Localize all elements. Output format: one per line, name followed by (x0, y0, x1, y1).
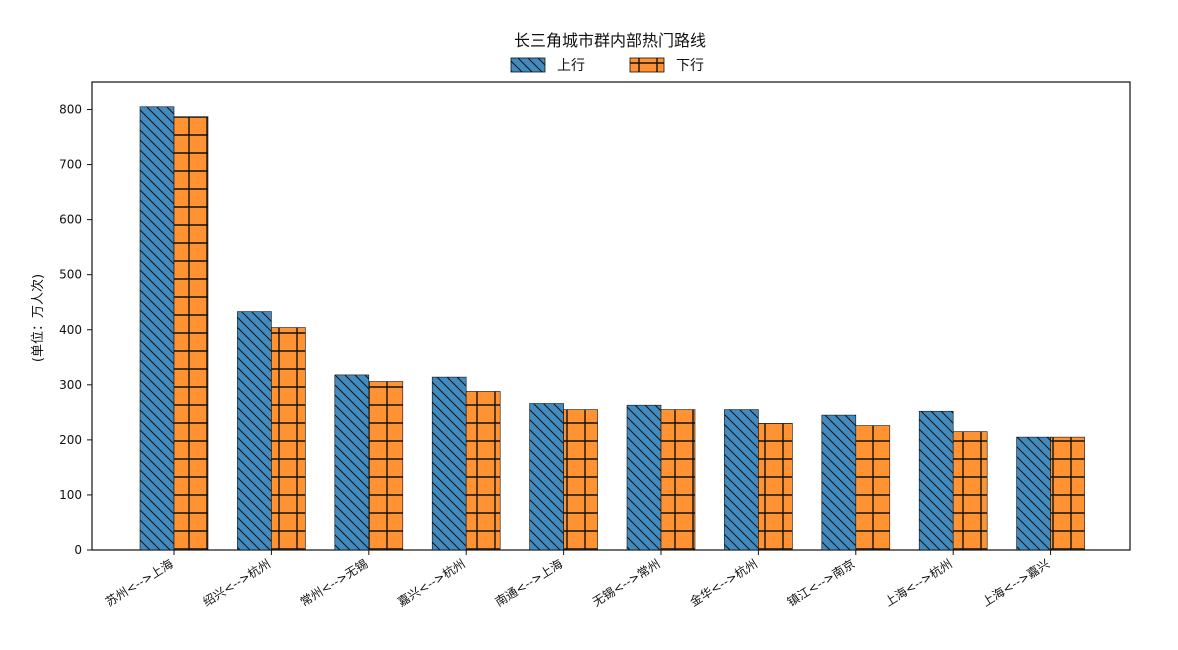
plot-frame (91, 81, 1131, 551)
bar-up (821, 414, 857, 551)
y-tick-label: 200 (59, 433, 82, 447)
chart-title: 长三角城市群内部热门路线 (514, 31, 706, 50)
x-tick-label: 无锡<-->常州 (590, 556, 663, 609)
bar-down (660, 409, 696, 551)
x-tick-label: 金华<-->杭州 (687, 556, 760, 609)
x-axis: 苏州<-->上海 绍兴<-->杭州 常州<-->无锡 嘉兴<-->杭州 南通<-->上海… (103, 550, 1052, 609)
bar-down (952, 431, 988, 551)
legend-label-up: 上行 (557, 58, 585, 74)
x-tick-label: 上海<-->嘉兴 (979, 556, 1052, 609)
x-tick-label: 上海<-->杭州 (882, 556, 955, 609)
bar-down (173, 116, 209, 551)
bar-up (237, 311, 272, 551)
bar-up (626, 404, 662, 551)
bar-up (1016, 436, 1051, 551)
legend-label-down: 下行 (676, 58, 704, 74)
y-tick-label: 400 (59, 323, 82, 337)
legend: 上行 下行 (510, 57, 704, 74)
x-tick-label: 南通<-->上海 (492, 556, 565, 609)
y-tick-label: 0 (74, 543, 82, 557)
legend-swatch-down (629, 57, 665, 73)
x-tick-label: 嘉兴<-->杭州 (395, 556, 468, 609)
bar-up (334, 374, 370, 551)
bar-up (139, 106, 175, 551)
bars-layer (139, 106, 1085, 551)
y-tick-label: 800 (59, 103, 82, 117)
x-tick-label: 镇江<-->南京 (784, 556, 857, 609)
bar-up (529, 403, 564, 551)
bar-down (465, 391, 501, 551)
bar-down (758, 423, 793, 551)
y-tick-label: 500 (59, 268, 82, 282)
bar-up (431, 376, 467, 551)
bar-down (563, 409, 598, 551)
y-tick-label: 100 (59, 488, 82, 502)
y-tick-label: 700 (59, 158, 82, 172)
x-tick-label: 苏州<-->上海 (103, 556, 176, 609)
legend-swatch-up (510, 57, 546, 73)
y-axis-label: (单位：万人次) (30, 274, 46, 362)
bar-down (271, 327, 306, 551)
y-axis: 0 100 200 300 400 500 600 700 800 (59, 103, 92, 557)
y-tick-label: 300 (59, 378, 82, 392)
y-tick-label: 600 (59, 213, 82, 227)
bar-up (724, 409, 759, 551)
bar-down (368, 381, 404, 551)
bar-up (918, 410, 954, 551)
bar-down (1050, 436, 1085, 551)
x-tick-label: 绍兴<-->杭州 (200, 556, 273, 609)
x-tick-label: 常州<-->无锡 (297, 556, 370, 609)
bar-down (855, 425, 891, 551)
